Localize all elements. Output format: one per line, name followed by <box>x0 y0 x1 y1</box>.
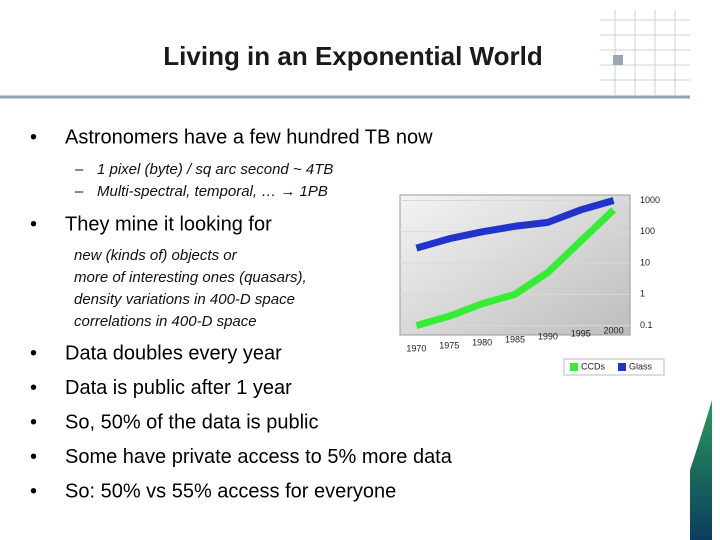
y-tick-label: 1 <box>640 289 645 299</box>
x-tick-label: 1985 <box>505 334 525 344</box>
bullet-mark: • <box>30 377 37 399</box>
y-tick-label: 10 <box>640 257 650 267</box>
x-tick-label: 1975 <box>439 340 459 350</box>
series-line <box>415 207 616 329</box>
legend-label: Glass <box>629 361 653 371</box>
legend-label: CCDs <box>581 361 605 371</box>
legend-swatch <box>570 363 578 371</box>
mine-list: new (kinds of) objects or more of interes… <box>74 247 307 330</box>
sub-bullet: 1 pixel (byte) / sq arc second ~ 4TB <box>97 161 333 178</box>
legend-box <box>563 358 665 376</box>
mine-item: density variations in 400-D space <box>74 291 295 308</box>
bullet-mark: • <box>30 126 37 148</box>
corner-curve <box>690 400 712 540</box>
plot-background <box>399 194 631 336</box>
dash: – <box>74 183 84 200</box>
x-tick-label: 1970 <box>406 343 426 353</box>
bullet: So: 50% vs 55% access for everyone <box>65 480 396 502</box>
bullet-mark: • <box>30 480 37 502</box>
bullet-mark: • <box>30 342 37 364</box>
bullet: Astronomers have a few hundred TB now <box>65 126 433 148</box>
x-tick-label: 1995 <box>571 328 591 338</box>
sub-bullet: Multi-spectral, temporal, … → 1PB <box>97 183 328 200</box>
bullet: Data doubles every year <box>65 342 282 364</box>
bullet-mark: • <box>30 446 37 468</box>
legend-swatch <box>618 363 626 371</box>
bullet: So, 50% of the data is public <box>65 411 319 433</box>
slide-title: Living in an Exponential World <box>163 41 542 71</box>
y-tick-label: 0.1 <box>640 320 653 330</box>
y-tick-label: 1000 <box>640 195 660 205</box>
mine-item: correlations in 400-D space <box>74 313 257 330</box>
y-tick-label: 100 <box>640 226 655 236</box>
x-tick-label: 2000 <box>604 325 624 335</box>
dash: – <box>74 161 84 178</box>
mine-item: new (kinds of) objects or <box>74 247 238 264</box>
bullet-mark: • <box>30 213 37 235</box>
bullet: Some have private access to 5% more data <box>65 446 453 468</box>
bullet: Data is public after 1 year <box>65 377 292 399</box>
chart: 0.1 1 10 100 1000 1970 1975 1980 1985 1990 1995 200… <box>399 194 665 376</box>
header-grid <box>600 10 690 95</box>
mine-item: more of interesting ones (quasars), <box>74 269 307 286</box>
bullet-mark: • <box>30 411 37 433</box>
x-tick-label: 1990 <box>538 331 558 341</box>
bullet: They mine it looking for <box>65 213 272 235</box>
x-tick-label: 1980 <box>472 337 492 347</box>
series-line <box>415 197 615 252</box>
header-square <box>613 55 623 65</box>
bullet-list: • Data doubles every year • Data is public … <box>30 342 453 502</box>
